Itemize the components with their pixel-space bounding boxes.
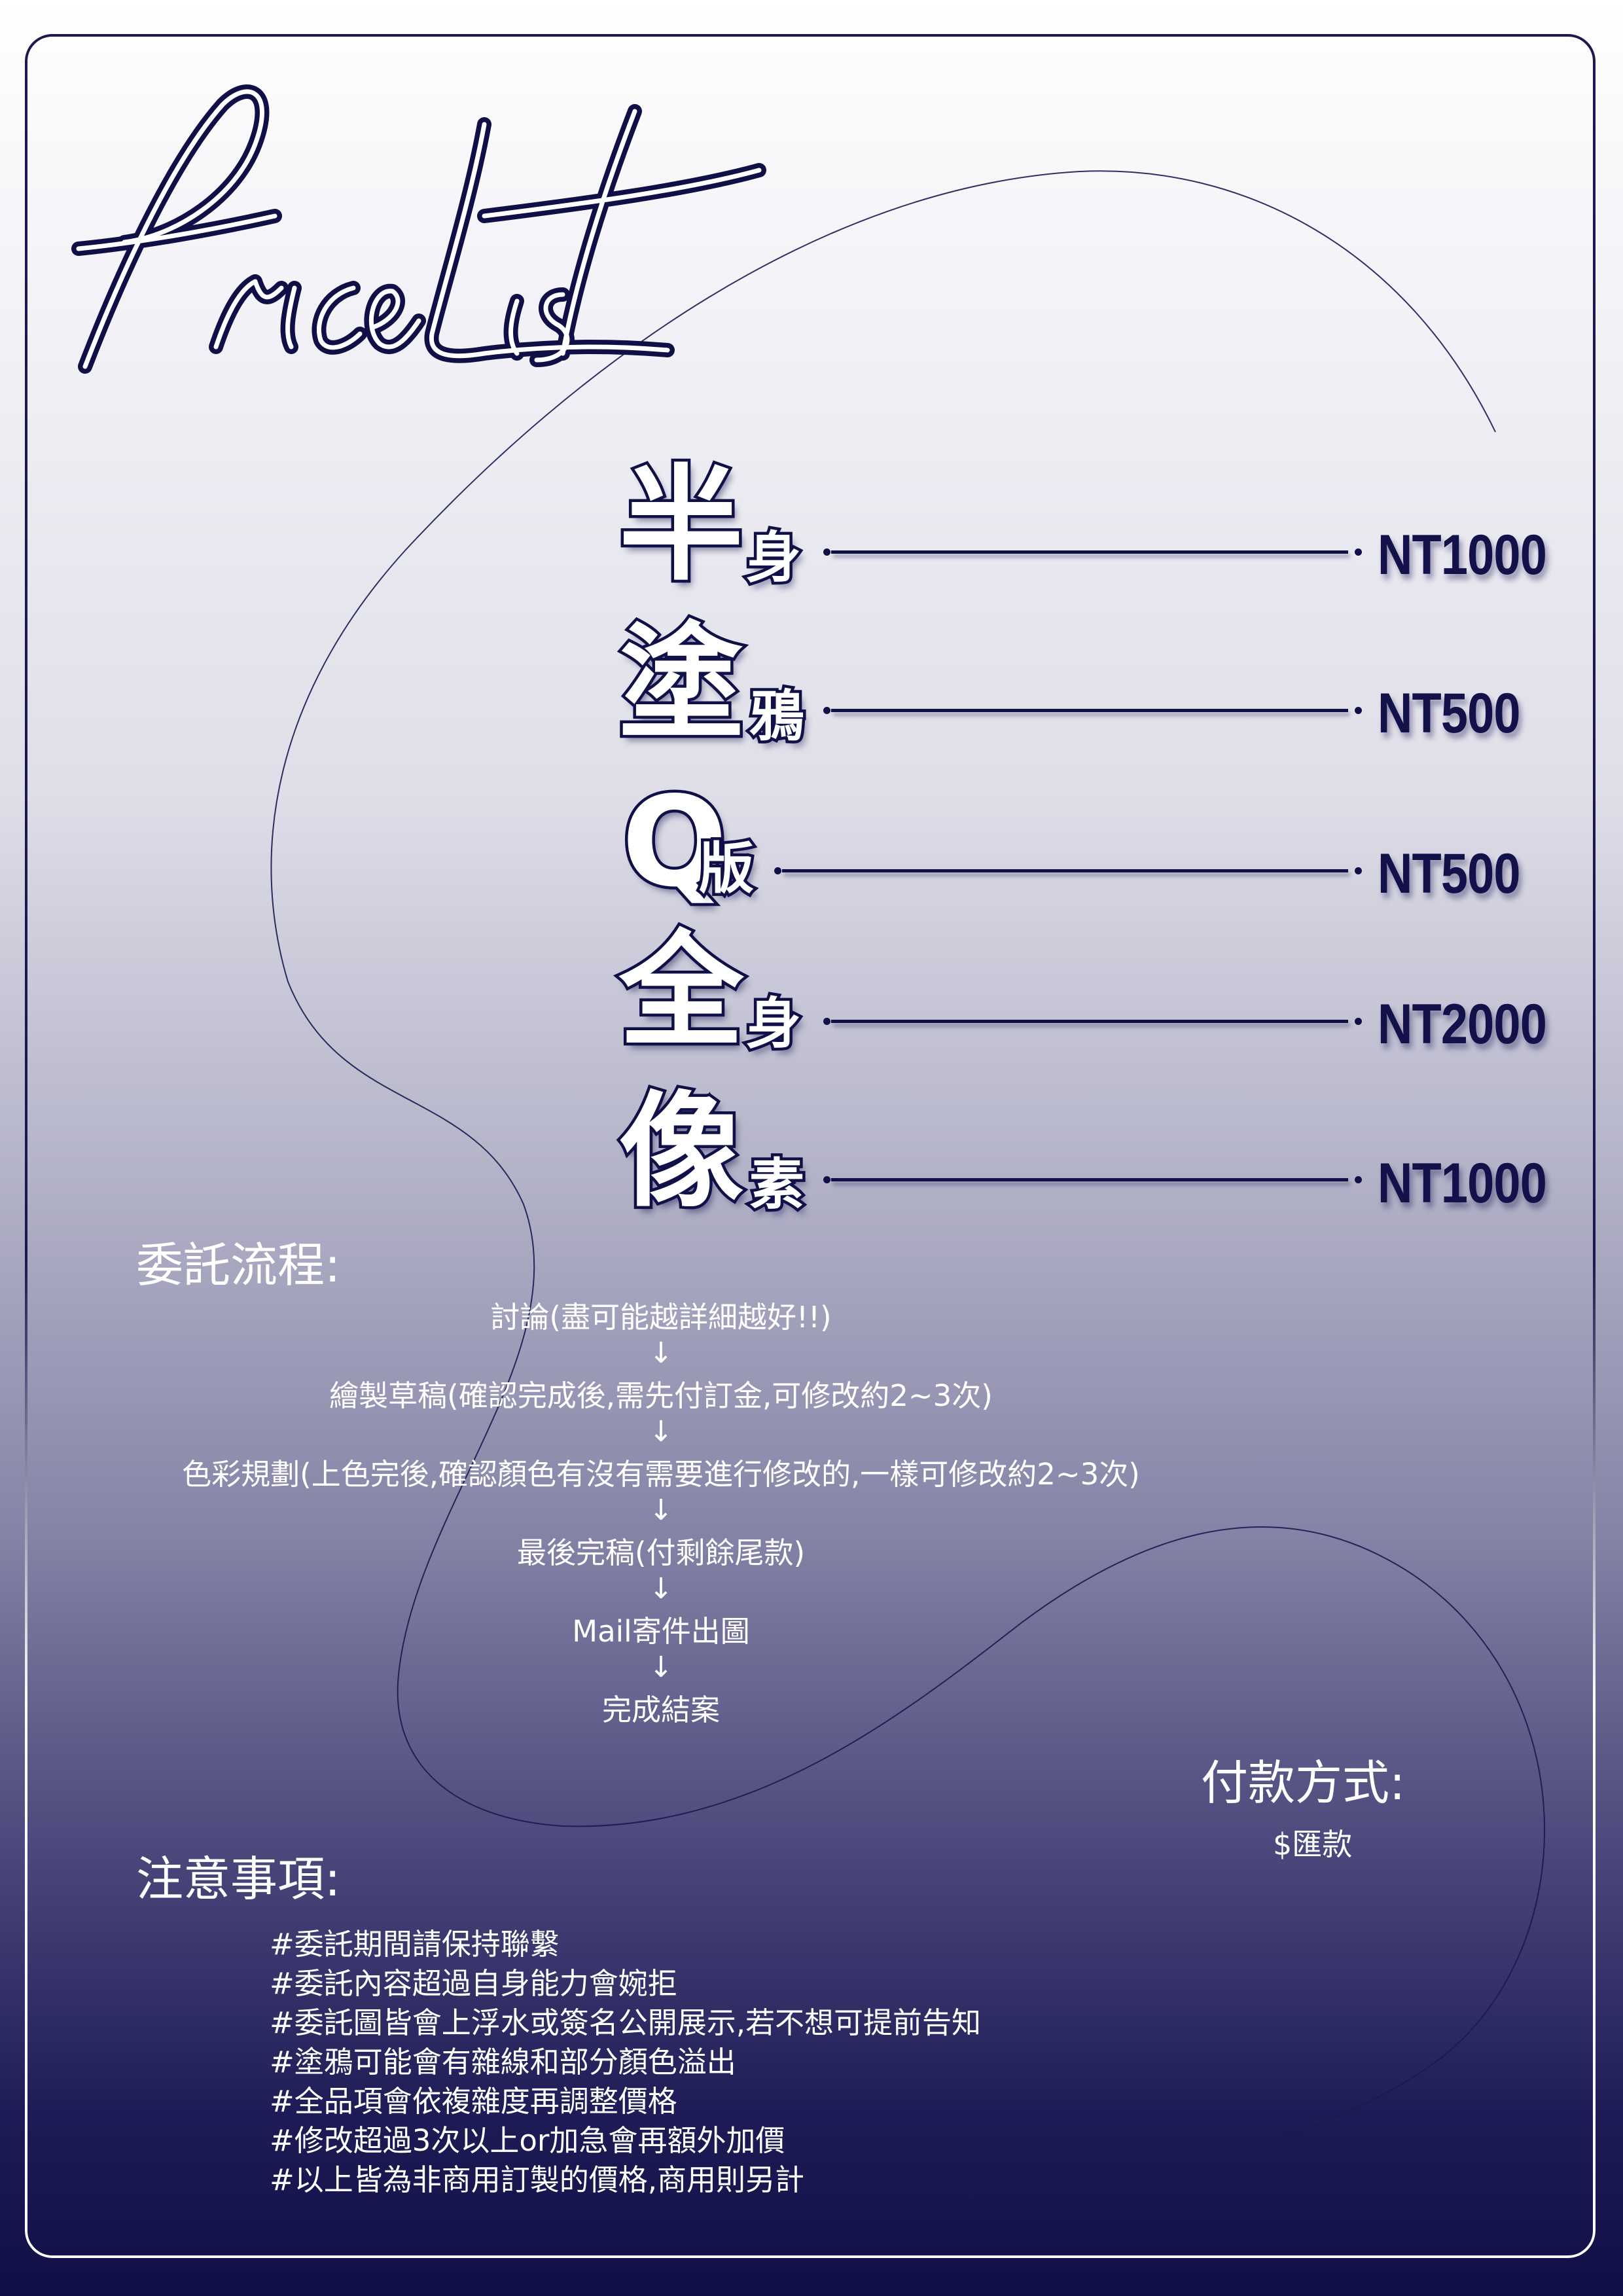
note-item: #委託內容超過自身能力會婉拒 — [270, 1966, 677, 2001]
leader-line — [831, 1020, 1348, 1023]
process-step: 完成結案 — [601, 1693, 720, 1727]
item-price: NT1000 — [1378, 1152, 1547, 1215]
process-step: 最後完稿(付剩餘尾款) — [516, 1535, 806, 1570]
leader-dot-end — [1355, 548, 1362, 556]
item-name-suffix: 素 — [746, 1153, 807, 1217]
process-step: Mail寄件出圖 — [572, 1614, 750, 1649]
leader-dot-start — [823, 1018, 830, 1025]
payment-heading: 付款方式: — [1201, 1755, 1406, 1810]
leader-line — [831, 550, 1348, 554]
leader-dot-end — [1355, 1176, 1362, 1183]
note-item: #委託期間請保持聯繫 — [270, 1927, 560, 1962]
item-price: NT1000 — [1378, 524, 1547, 586]
item-name-main: Q — [619, 770, 731, 914]
price-list-title-logo: Price List — [71, 84, 766, 374]
item-name-suffix: 版 — [696, 836, 757, 901]
item-name-main: 像 — [616, 1079, 746, 1224]
leader-dot-start — [823, 548, 830, 556]
note-item: #以上皆為非商用訂製的價格,商用則另計 — [270, 2162, 805, 2197]
leader-line — [831, 709, 1348, 712]
leader-dot-end — [1355, 707, 1362, 714]
process-arrow: ↓ — [649, 1336, 673, 1370]
process-step: 色彩規劃(上色完後,確認顏色有沒有需要進行修改的,一樣可修改約2~3次) — [182, 1457, 1140, 1492]
notes-heading: 注意事項: — [136, 1852, 341, 1907]
item-name-suffix: 身 — [743, 526, 804, 590]
item-name-main: 半 — [616, 453, 746, 598]
payment-method: $匯款 — [1273, 1827, 1353, 1862]
leader-dot-start — [823, 1176, 830, 1183]
process-step: 繪製草稿(確認完成後,需先付訂金,可修改約2~3次) — [329, 1378, 993, 1413]
process-arrow: ↓ — [649, 1494, 673, 1527]
process-step: 討論(盡可能越詳細越好!!) — [490, 1300, 832, 1335]
leader-line — [782, 869, 1348, 872]
process-heading: 委託流程: — [136, 1238, 341, 1293]
process-arrow: ↓ — [649, 1651, 673, 1684]
item-name-main: 全 — [616, 919, 746, 1064]
note-item: #委託圖皆會上浮水或簽名公開展示,若不想可提前告知 — [270, 2005, 982, 2040]
note-item: #塗鴉可能會有雜線和部分顏色溢出 — [270, 2045, 736, 2079]
leader-dot-start — [823, 707, 830, 714]
leader-dot-start — [774, 867, 781, 874]
process-arrow: ↓ — [649, 1415, 673, 1448]
item-name-main: 塗 — [616, 611, 746, 756]
note-item: #全品項會依複雜度再調整價格 — [270, 2084, 677, 2119]
leader-dot-end — [1355, 867, 1362, 874]
item-price: NT2000 — [1378, 993, 1547, 1056]
item-name-suffix: 鴉 — [746, 684, 807, 748]
item-price: NT500 — [1378, 682, 1521, 745]
page-border-light — [25, 34, 1596, 2258]
leader-line — [831, 1178, 1348, 1181]
note-item: #修改超過3次以上or加急會再額外加價 — [270, 2123, 785, 2158]
item-name-suffix: 身 — [743, 992, 804, 1056]
item-price: NT500 — [1378, 842, 1521, 905]
leader-dot-end — [1355, 1018, 1362, 1025]
process-arrow: ↓ — [649, 1572, 673, 1605]
